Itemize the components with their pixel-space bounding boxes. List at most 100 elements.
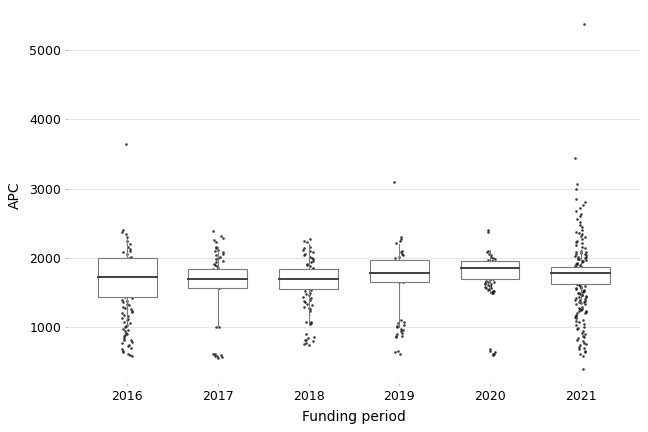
Point bbox=[480, 280, 490, 286]
Point bbox=[209, 281, 220, 288]
Point bbox=[396, 325, 406, 332]
Point bbox=[579, 331, 590, 338]
Point bbox=[485, 272, 496, 279]
Point bbox=[579, 254, 590, 261]
Point bbox=[578, 365, 588, 372]
Point bbox=[571, 286, 581, 292]
Point bbox=[482, 259, 492, 266]
Point bbox=[573, 324, 583, 331]
Point bbox=[575, 210, 586, 217]
Point bbox=[120, 305, 130, 311]
Point bbox=[578, 268, 588, 275]
Point bbox=[299, 252, 309, 259]
Point bbox=[125, 241, 135, 248]
Point bbox=[125, 266, 135, 273]
Point bbox=[123, 280, 133, 286]
Point bbox=[125, 284, 135, 291]
Point bbox=[487, 289, 498, 295]
Point bbox=[118, 303, 128, 310]
Point bbox=[570, 262, 581, 269]
Point bbox=[211, 238, 221, 245]
Point bbox=[489, 349, 500, 356]
Point bbox=[305, 253, 316, 260]
Point bbox=[397, 275, 407, 282]
Point bbox=[122, 251, 132, 258]
Point bbox=[485, 277, 496, 284]
Point bbox=[121, 271, 131, 278]
Point bbox=[571, 312, 581, 319]
Point bbox=[580, 282, 590, 289]
Point bbox=[305, 306, 315, 313]
Point bbox=[489, 350, 499, 357]
Point bbox=[483, 248, 494, 254]
Point bbox=[299, 280, 310, 286]
Point bbox=[486, 270, 496, 277]
Point bbox=[571, 295, 581, 302]
Point bbox=[389, 349, 400, 356]
Point bbox=[305, 295, 316, 302]
Point bbox=[572, 216, 583, 222]
Point bbox=[218, 251, 228, 257]
Point bbox=[127, 353, 137, 360]
Point bbox=[120, 270, 130, 277]
Point bbox=[571, 273, 581, 280]
Point bbox=[571, 301, 581, 308]
Point bbox=[127, 308, 137, 315]
Point bbox=[210, 351, 220, 358]
Point bbox=[126, 295, 137, 302]
Point bbox=[399, 318, 409, 325]
Point bbox=[480, 280, 490, 287]
Point bbox=[572, 237, 582, 244]
Point bbox=[485, 346, 495, 353]
Point bbox=[581, 292, 591, 299]
Point bbox=[393, 320, 403, 327]
Point bbox=[299, 298, 309, 305]
Point bbox=[216, 282, 226, 289]
Point bbox=[299, 282, 310, 289]
Point bbox=[216, 284, 227, 291]
Point bbox=[121, 273, 131, 280]
Point bbox=[126, 253, 137, 260]
Point bbox=[307, 273, 318, 280]
Point bbox=[393, 264, 403, 271]
Point bbox=[573, 255, 584, 262]
Point bbox=[487, 257, 497, 264]
Point bbox=[213, 246, 223, 253]
Point bbox=[217, 275, 227, 282]
Point bbox=[303, 334, 314, 341]
Point bbox=[391, 334, 402, 340]
Point bbox=[125, 245, 135, 252]
Point bbox=[119, 275, 129, 282]
Point bbox=[577, 289, 588, 295]
Point bbox=[488, 351, 498, 358]
Point bbox=[299, 337, 310, 343]
Point bbox=[580, 264, 590, 271]
Point bbox=[399, 252, 409, 259]
Point bbox=[485, 347, 495, 354]
Point bbox=[214, 285, 224, 292]
Point bbox=[122, 237, 132, 244]
Point bbox=[211, 243, 221, 250]
Point bbox=[578, 20, 588, 27]
Point bbox=[124, 254, 134, 261]
Point bbox=[210, 248, 220, 254]
Bar bbox=[461, 261, 520, 279]
Point bbox=[574, 256, 584, 263]
Point bbox=[119, 286, 129, 293]
Point bbox=[576, 292, 586, 299]
Point bbox=[480, 265, 491, 272]
Point bbox=[581, 293, 591, 300]
Point bbox=[578, 277, 588, 284]
Point bbox=[577, 257, 587, 264]
Point bbox=[577, 240, 588, 247]
Point bbox=[574, 271, 584, 278]
Point bbox=[481, 261, 492, 268]
Point bbox=[487, 254, 498, 261]
Point bbox=[122, 234, 133, 241]
Point bbox=[302, 260, 312, 267]
Point bbox=[122, 243, 133, 250]
Point bbox=[488, 288, 498, 295]
Point bbox=[119, 273, 130, 280]
Point bbox=[308, 284, 319, 291]
Point bbox=[399, 321, 410, 328]
